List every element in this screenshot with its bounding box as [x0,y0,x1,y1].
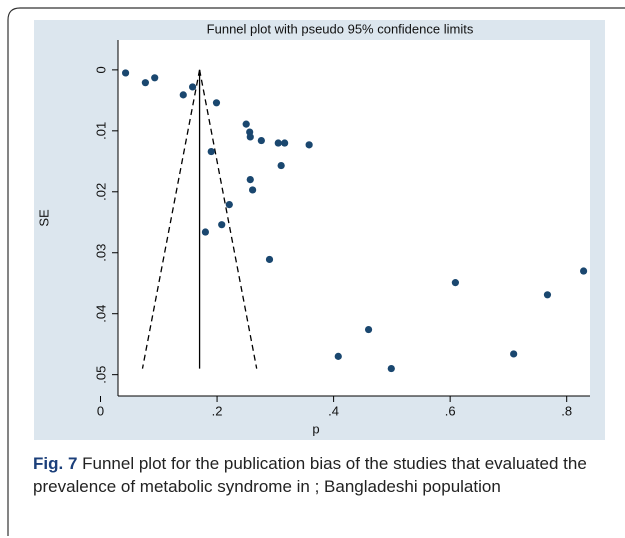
y-tick-label: 0 [93,66,108,73]
plot-region [118,40,590,396]
caption-text: Funnel plot for the publication bias of … [33,454,587,496]
point [201,228,210,236]
point [281,139,289,147]
point [246,175,254,184]
x-tick-label: .6 [445,403,456,418]
x-axis-label: p [312,421,319,436]
point [579,267,588,275]
point [387,364,395,373]
point [121,69,130,77]
point [257,136,265,145]
point [305,141,313,149]
point [242,120,250,128]
point [141,79,149,87]
point [246,133,254,141]
y-tick-label: .02 [93,183,108,201]
point [277,161,285,170]
y-tick-label: .05 [93,366,108,384]
point [364,325,373,334]
caption: Fig. 7 Funnel plot for the publication b… [33,452,613,498]
point [188,83,197,91]
y-tick-label: .04 [93,305,108,323]
point [334,352,342,360]
point [218,221,226,229]
point [207,147,215,156]
point [510,350,518,358]
point [274,139,282,147]
point [265,255,274,264]
point [451,279,459,287]
point [225,200,233,209]
y-tick-label: .01 [93,122,108,140]
figure-border [7,7,625,536]
confidence-limit [198,69,258,369]
y-axis-label: SE [36,209,51,227]
caption-label: Fig. 7 [33,454,78,473]
point [249,186,257,194]
point [151,74,159,82]
x-tick-label: .8 [561,403,572,418]
x-tick-label: 0 [97,403,104,418]
point [179,91,187,99]
chart-title: Funnel plot with pseudo 95% confidence l… [207,21,474,36]
y-tick-label: .03 [93,244,108,262]
x-tick-label: .2 [212,403,223,418]
point [212,99,221,107]
point [543,291,552,299]
x-tick-label: .4 [328,403,339,418]
confidence-limit [141,69,201,369]
